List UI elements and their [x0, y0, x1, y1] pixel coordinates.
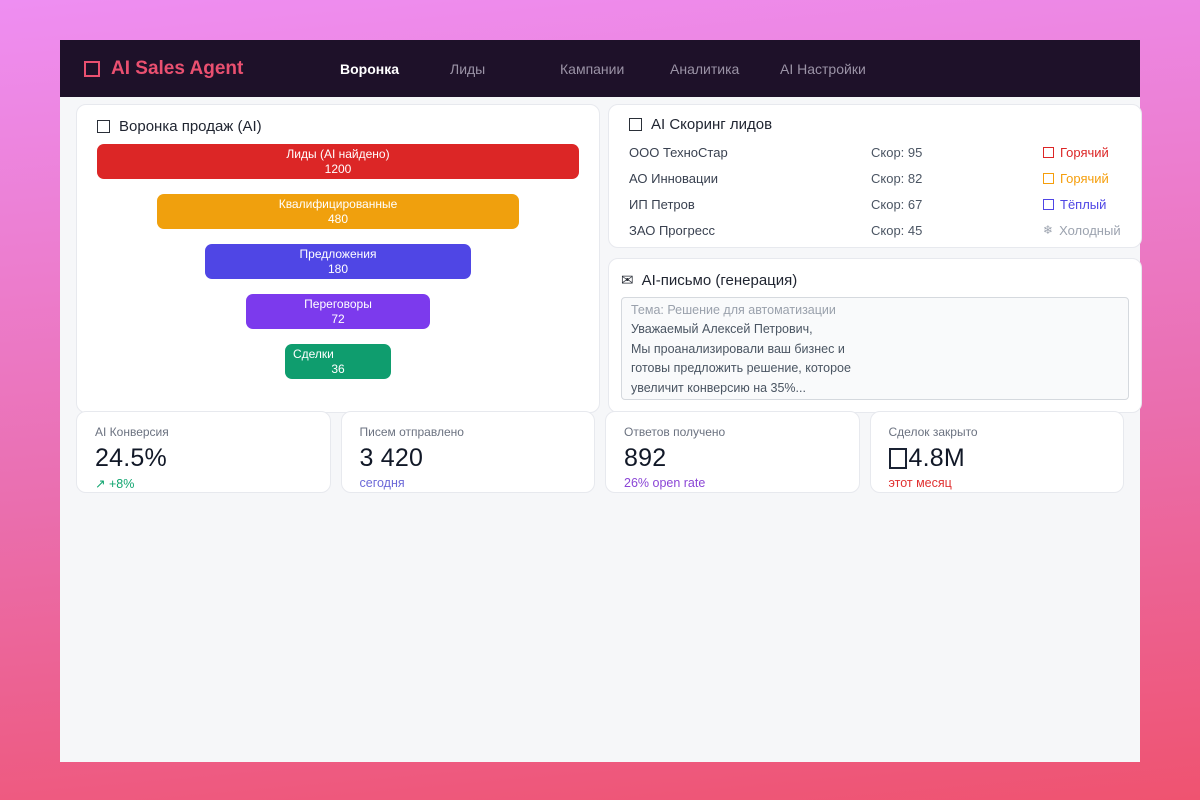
ai-email-panel: ✉ AI-письмо (генерация) Тема: Решение дл… — [608, 258, 1142, 413]
funnel-chart: Лиды (AI найдено) 1200 Квалифицированные… — [97, 144, 579, 379]
stat-card-conversion: AI Конверсия 24.5% ↗ +8% — [76, 411, 331, 493]
stat-card-deals-closed: Сделок закрыто 4.8M этот месяц — [869, 411, 1124, 493]
stat-label: Ответов получено — [624, 425, 726, 439]
app-logo-text: AI Sales Agent — [111, 57, 244, 79]
funnel-stage-negotiations: Переговоры 72 — [246, 294, 430, 329]
lead-scoring-panel: AI Скоринг лидов ООО ТехноСтар Скор: 95 … — [608, 104, 1142, 248]
funnel-stage-label: Предложения — [299, 247, 377, 261]
main-content: Воронка продаж (AI) Лиды (AI найдено) 12… — [60, 97, 1142, 762]
funnel-title-text: Воронка продаж (AI) — [119, 118, 262, 135]
email-line: Тема: Решение для автоматизации — [631, 303, 836, 317]
stat-value: 892 — [624, 444, 667, 472]
funnel-stage-value: 1200 — [324, 162, 352, 176]
lead-score: Скор: 45 — [871, 222, 923, 238]
stat-subtext: ↗ +8% — [95, 476, 312, 491]
top-nav-bar: AI Sales Agent Воронка Лиды Кампании Ана… — [60, 40, 1140, 97]
stat-value: 24.5% — [95, 444, 167, 472]
lead-row: ИП Петров Скор: 67 Тёплый — [629, 191, 1121, 217]
scoring-title-text: AI Скоринг лидов — [651, 116, 773, 133]
robot-missing-glyph-icon — [84, 60, 100, 77]
envelope-icon: ✉ — [621, 272, 634, 289]
funnel-stage-label: Лиды (AI найдено) — [286, 147, 390, 161]
generated-email-textarea[interactable]: Тема: Решение для автоматизации Уважаемы… — [621, 297, 1129, 400]
lead-row: АО Инновации Скор: 82 Горячий — [629, 165, 1121, 191]
stat-subtext: сегодня — [359, 476, 405, 490]
stat-value-text: 4.8M — [908, 444, 965, 472]
lead-status-text: Тёплый — [1060, 196, 1107, 212]
main-nav: Воронка Лиды Кампании Аналитика AI Настр… — [340, 61, 890, 77]
trend-up-arrow-icon: ↗ — [95, 477, 106, 491]
stat-label: Сделок закрыто — [888, 425, 978, 439]
email-panel-title: ✉ AI-письмо (генерация) — [621, 271, 1129, 290]
lead-status-badge: Горячий — [1043, 145, 1121, 160]
thermometer-missing-glyph-icon — [1043, 198, 1054, 210]
lead-status-badge: Горячий — [1043, 171, 1121, 186]
app-logo[interactable]: AI Sales Agent — [84, 58, 340, 80]
funnel-stage-value: 480 — [327, 212, 349, 226]
lead-row: ООО ТехноСтар Скор: 95 Горячий — [629, 139, 1121, 165]
email-line: увеличит конверсию на 35%... — [631, 380, 806, 395]
stat-card-replies: Ответов получено 892 26% open rate — [605, 411, 860, 493]
lead-score: Скор: 67 — [871, 196, 923, 212]
funnel-stage-value: 180 — [327, 262, 349, 276]
nav-item-ai-settings[interactable]: AI Настройки — [780, 60, 866, 77]
email-line: Мы проанализировали ваш бизнес и — [631, 341, 845, 356]
funnel-stage-leads: Лиды (AI найдено) 1200 — [97, 144, 579, 179]
fire-missing-glyph-icon — [1043, 172, 1054, 184]
stat-value: 4.8M — [888, 444, 1106, 473]
stat-card-emails-sent: Писем отправлено 3 420 сегодня — [340, 411, 595, 493]
lead-status-text: Горячий — [1060, 170, 1109, 186]
currency-missing-glyph-icon — [888, 448, 907, 469]
stat-value: 3 420 — [359, 444, 424, 472]
lead-score: Скор: 95 — [871, 144, 923, 160]
funnel-stage-label: Переговоры — [304, 297, 372, 311]
stat-subtext-value: +8% — [108, 477, 135, 491]
nav-item-leads[interactable]: Лиды — [450, 60, 486, 77]
scoring-panel-title: AI Скоринг лидов — [629, 116, 1121, 133]
funnel-stage-label: Сделки — [292, 347, 334, 361]
lead-status-badge: Тёплый — [1043, 197, 1121, 212]
nav-item-funnel[interactable]: Воронка — [340, 60, 400, 77]
funnel-stage-deals: Сделки 36 — [284, 344, 392, 379]
funnel-panel-title: Воронка продаж (AI) — [97, 118, 579, 135]
funnel-stage-proposals: Предложения 180 — [205, 244, 471, 279]
stat-subtext: этот месяц — [888, 476, 952, 490]
snowflake-icon: ❄ — [1043, 223, 1054, 237]
funnel-stage-label: Квалифицированные — [278, 197, 398, 211]
lead-company: ИП Петров — [629, 196, 695, 212]
lead-row: ЗАО Прогресс Скор: 45 ❄ Холодный — [629, 217, 1121, 243]
funnel-stage-qualified: Квалифицированные 480 — [157, 194, 519, 229]
lead-score: Скор: 82 — [871, 170, 923, 186]
stat-label: Писем отправлено — [359, 425, 464, 439]
lead-status-text: Холодный — [1059, 222, 1121, 238]
lead-status-badge: ❄ Холодный — [1043, 223, 1121, 238]
stat-label: AI Конверсия — [95, 425, 169, 439]
sales-funnel-panel: Воронка продаж (AI) Лиды (AI найдено) 12… — [76, 104, 600, 413]
lead-company: ЗАО Прогресс — [629, 222, 715, 238]
lead-list: ООО ТехноСтар Скор: 95 Горячий АО Иннова… — [629, 139, 1121, 243]
stat-subtext: 26% open rate — [624, 476, 706, 490]
lead-company: ООО ТехноСтар — [629, 144, 728, 160]
funnel-stage-value: 36 — [331, 362, 345, 376]
funnel-missing-glyph-icon — [97, 120, 110, 133]
fire-missing-glyph-icon — [1043, 146, 1054, 158]
lead-status-text: Горячий — [1060, 144, 1109, 160]
nav-item-campaigns[interactable]: Кампании — [560, 60, 625, 77]
kpi-stats-row: AI Конверсия 24.5% ↗ +8% Писем отправлен… — [76, 411, 1124, 493]
lead-company: АО Инновации — [629, 170, 719, 186]
email-title-text: AI-письмо (генерация) — [641, 271, 798, 289]
target-missing-glyph-icon — [629, 118, 642, 131]
app-window: AI Sales Agent Воронка Лиды Кампании Ана… — [60, 40, 1142, 762]
funnel-stage-value: 72 — [331, 312, 345, 326]
email-line: Уважаемый Алексей Петрович, — [631, 322, 813, 337]
email-line: готовы предложить решение, которое — [631, 361, 851, 376]
nav-item-analytics[interactable]: Аналитика — [670, 60, 740, 77]
